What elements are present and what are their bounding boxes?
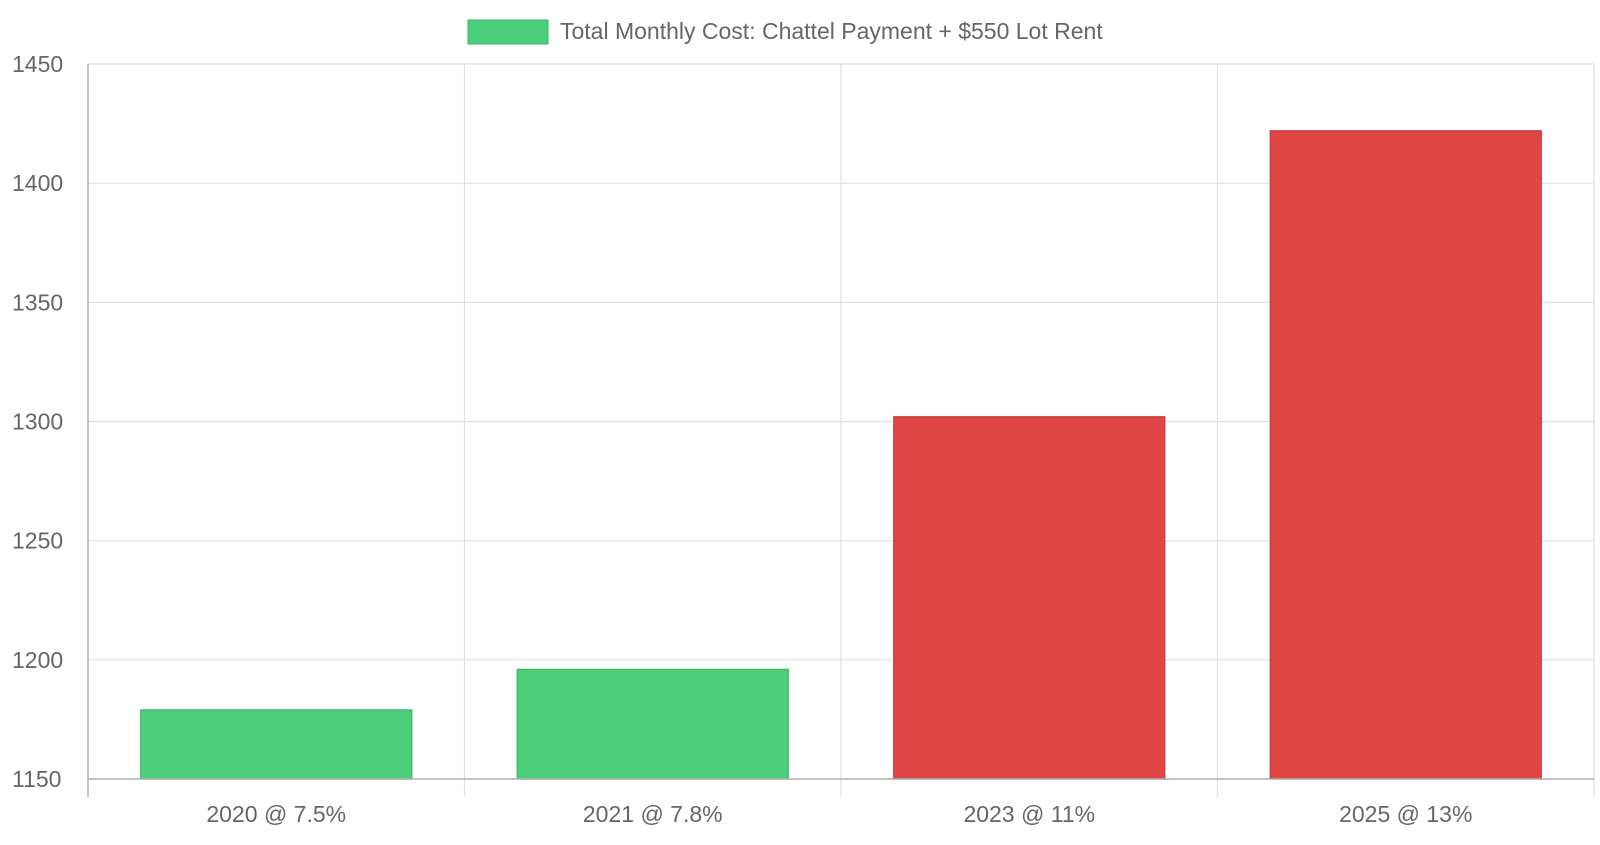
y-tick-label: 1150 — [12, 766, 61, 792]
y-tick-label: 1350 — [12, 289, 63, 315]
y-tick-label: 1450 — [12, 51, 63, 77]
x-tick-label: 2023 @ 11% — [963, 801, 1095, 827]
legend-swatch[interactable] — [467, 19, 549, 45]
x-tick-label: 2021 @ 7.8% — [583, 801, 723, 827]
y-tick-label: 1250 — [12, 528, 63, 554]
gridlines — [88, 63, 1595, 797]
bar-3[interactable] — [893, 416, 1166, 780]
legend-label[interactable]: Total Monthly Cost: Chattel Payment + $5… — [560, 18, 1103, 44]
x-axis-ticks: 2020 @ 7.5% 2021 @ 7.8% 2023 @ 11% 2025 @ 1… — [206, 801, 1472, 827]
y-tick-label: 1200 — [12, 647, 63, 673]
bars — [140, 130, 1542, 780]
x-tick-label: 2025 @ 13% — [1339, 801, 1472, 827]
y-tick-label: 1300 — [12, 409, 63, 435]
legend[interactable]: Total Monthly Cost: Chattel Payment + $5… — [467, 18, 1103, 45]
y-tick-label: 1400 — [12, 170, 63, 196]
bar-1[interactable] — [140, 709, 413, 780]
axes — [87, 64, 1594, 797]
y-axis-ticks: 1150 1200 1250 1300 1350 1400 1450 — [12, 51, 63, 792]
bar-2[interactable] — [516, 668, 789, 780]
bar-4[interactable] — [1269, 130, 1542, 780]
x-tick-label: 2020 @ 7.5% — [206, 801, 346, 827]
